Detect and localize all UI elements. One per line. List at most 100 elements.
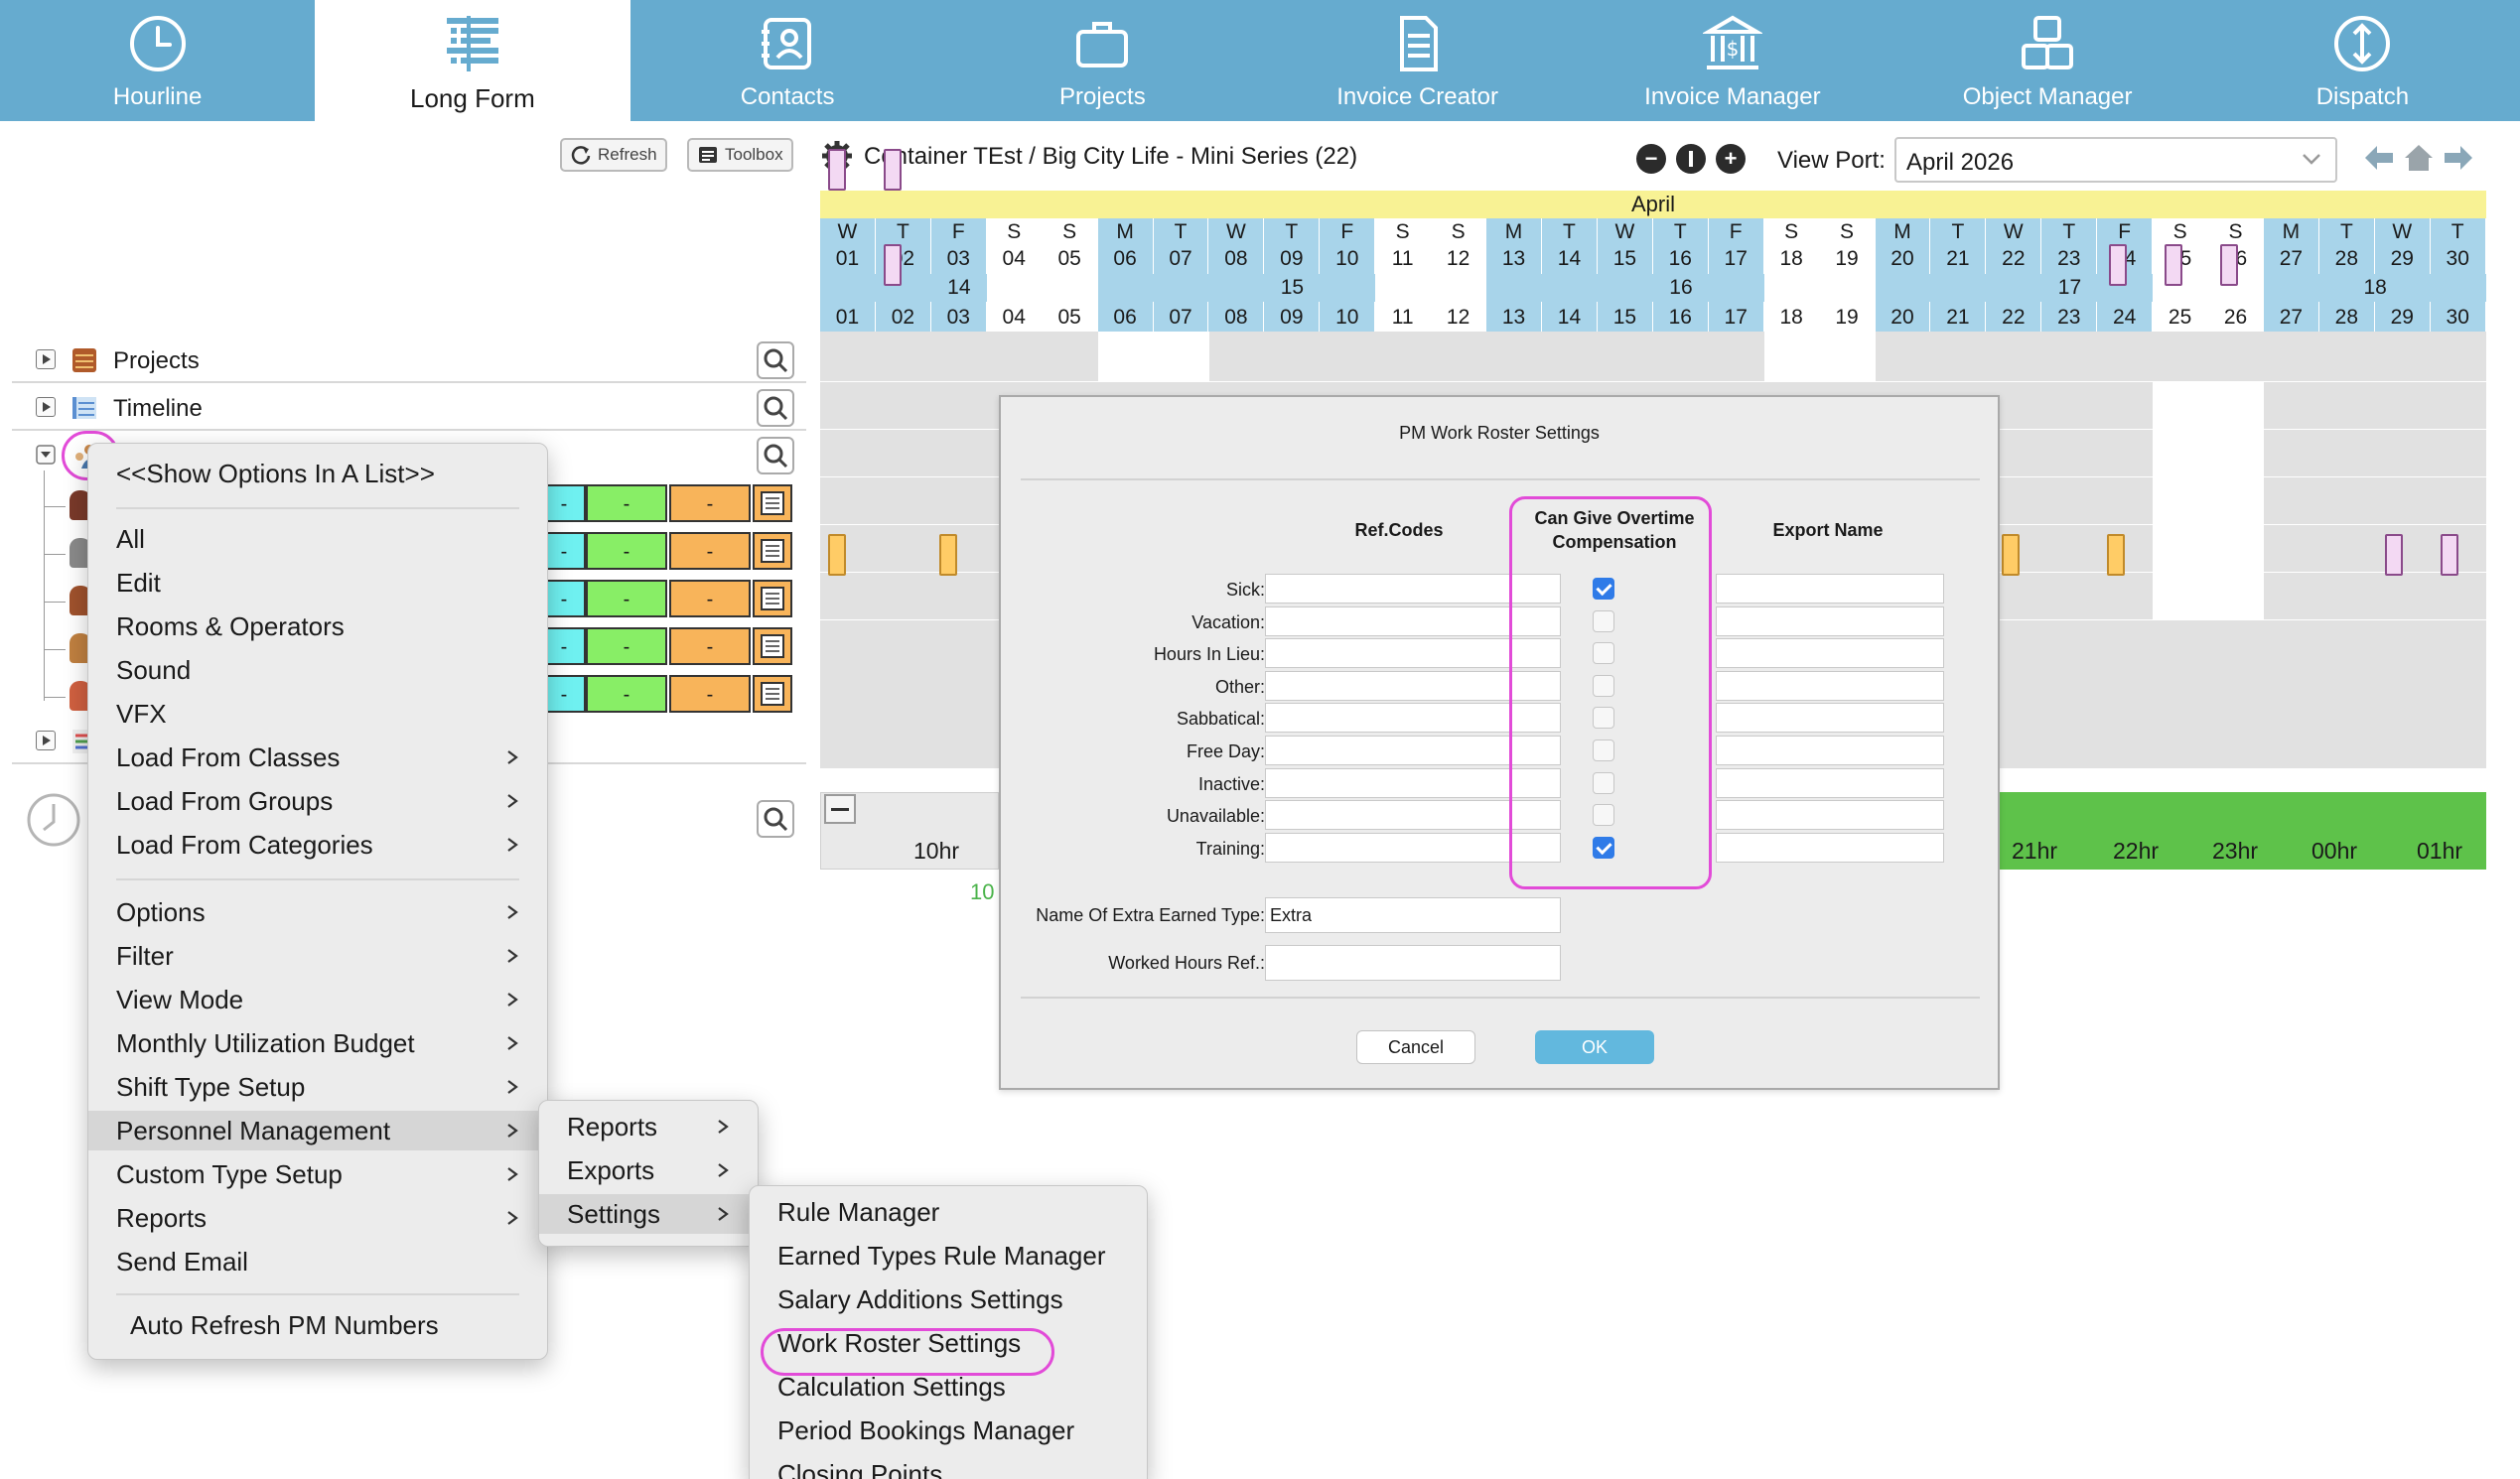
overtime-checkbox[interactable]	[1593, 707, 1614, 730]
menu-item-filter[interactable]: Filter	[88, 936, 547, 976]
personnel-cell[interactable]: -	[586, 532, 667, 570]
personnel-cell[interactable]: -	[542, 532, 586, 570]
personnel-cell[interactable]: -	[542, 627, 586, 665]
worked-hours-ref-input[interactable]	[1265, 945, 1561, 981]
menu-item-work-roster-settings[interactable]: Work Roster Settings	[750, 1323, 1147, 1363]
cancel-button[interactable]: Cancel	[1356, 1030, 1475, 1064]
overtime-checkbox[interactable]	[1593, 674, 1614, 697]
menu-item-closing-points[interactable]: Closing Points	[750, 1454, 1147, 1479]
menu-item-period-bookings-manager[interactable]: Period Bookings Manager	[750, 1411, 1147, 1450]
menu-item-shift-type-setup[interactable]: Shift Type Setup	[88, 1067, 547, 1107]
ref-code-input[interactable]	[1265, 703, 1561, 734]
menu-item-show-options[interactable]: <<Show Options In A List>>	[88, 454, 547, 493]
search-button[interactable]	[757, 800, 794, 838]
booking-marker[interactable]	[828, 534, 846, 576]
booking-marker[interactable]	[2107, 534, 2125, 576]
expand-toggle[interactable]	[36, 349, 56, 369]
menu-item-salary-additions-settings[interactable]: Salary Additions Settings	[750, 1279, 1147, 1319]
notes-icon[interactable]	[753, 675, 792, 713]
overtime-checkbox[interactable]	[1593, 609, 1614, 632]
collapse-toggle-icon[interactable]	[36, 445, 56, 465]
menu-item-sound[interactable]: Sound	[88, 650, 547, 690]
ref-code-input[interactable]	[1265, 670, 1561, 701]
menu-item-auto-refresh[interactable]: Auto Refresh PM Numbers	[88, 1305, 547, 1345]
ref-code-input[interactable]	[1265, 767, 1561, 798]
booking-marker[interactable]	[2109, 244, 2127, 286]
menu-item-settings[interactable]: Settings	[539, 1194, 758, 1234]
tab-invoice-creator[interactable]: Invoice Creator	[1260, 0, 1575, 121]
ref-code-input[interactable]	[1265, 832, 1561, 863]
menu-item-monthly-utilization-budget[interactable]: Monthly Utilization Budget	[88, 1023, 547, 1063]
booking-marker[interactable]	[2165, 244, 2182, 286]
notes-icon[interactable]	[753, 532, 792, 570]
menu-item-reports[interactable]: Reports	[88, 1198, 547, 1238]
menu-item-vfx[interactable]: VFX	[88, 694, 547, 734]
menu-item-load-from-classes[interactable]: Load From Classes	[88, 738, 547, 777]
zoom-out-button[interactable]: −	[1636, 144, 1666, 174]
export-name-input[interactable]	[1716, 767, 1944, 798]
ref-code-input[interactable]	[1265, 638, 1561, 669]
tab-contacts[interactable]: Contacts	[630, 0, 945, 121]
tab-hourline[interactable]: Hourline	[0, 0, 315, 121]
overtime-checkbox[interactable]	[1593, 771, 1614, 794]
overtime-checkbox[interactable]	[1593, 578, 1614, 600]
ok-button[interactable]: OK	[1535, 1030, 1654, 1064]
export-name-input[interactable]	[1716, 605, 1944, 636]
booking-marker[interactable]	[2002, 534, 2020, 576]
export-name-input[interactable]	[1716, 832, 1944, 863]
clock-icon[interactable]	[26, 792, 81, 848]
booking-marker[interactable]	[2220, 244, 2238, 286]
personnel-cell[interactable]: -	[669, 675, 751, 713]
booking-marker[interactable]	[2441, 534, 2458, 576]
notes-icon[interactable]	[753, 627, 792, 665]
overtime-checkbox[interactable]	[1593, 642, 1614, 665]
refresh-button[interactable]: Refresh	[560, 138, 667, 172]
booking-marker[interactable]	[884, 149, 902, 191]
menu-item-all[interactable]: All	[88, 519, 547, 559]
booking-marker[interactable]	[2385, 534, 2403, 576]
expand-toggle[interactable]	[36, 397, 56, 417]
ref-code-input[interactable]	[1265, 574, 1561, 604]
personnel-cell[interactable]: -	[586, 484, 667, 522]
personnel-cell[interactable]: -	[669, 484, 751, 522]
export-name-input[interactable]	[1716, 800, 1944, 831]
ref-code-input[interactable]	[1265, 736, 1561, 765]
zoom-in-button[interactable]: +	[1716, 144, 1746, 174]
menu-item-send-email[interactable]: Send Email	[88, 1242, 547, 1281]
arrow-right-icon[interactable]	[2441, 141, 2476, 175]
personnel-cell[interactable]: -	[586, 580, 667, 617]
notes-icon[interactable]	[753, 580, 792, 617]
tree-row-timeline[interactable]: Timeline	[12, 383, 806, 431]
personnel-cell[interactable]: -	[669, 627, 751, 665]
ref-code-input[interactable]	[1265, 605, 1561, 636]
menu-item-load-from-groups[interactable]: Load From Groups	[88, 781, 547, 821]
booking-marker[interactable]	[884, 244, 902, 286]
overtime-checkbox[interactable]	[1593, 804, 1614, 827]
notes-icon[interactable]	[753, 484, 792, 522]
menu-item-rule-manager[interactable]: Rule Manager	[750, 1192, 1147, 1232]
search-button[interactable]	[757, 437, 794, 474]
menu-item-load-from-categories[interactable]: Load From Categories	[88, 825, 547, 865]
menu-item-rooms-operators[interactable]: Rooms & Operators	[88, 606, 547, 646]
overtime-checkbox[interactable]	[1593, 836, 1614, 859]
toolbox-button[interactable]: Toolbox	[687, 138, 793, 172]
booking-marker[interactable]	[828, 149, 846, 191]
menu-item-view-mode[interactable]: View Mode	[88, 980, 547, 1019]
viewport-select[interactable]: April 2026	[1894, 137, 2337, 183]
booking-marker[interactable]	[939, 534, 957, 576]
menu-item-custom-type-setup[interactable]: Custom Type Setup	[88, 1154, 547, 1194]
personnel-cell[interactable]: -	[669, 532, 751, 570]
menu-item-reports[interactable]: Reports	[539, 1107, 758, 1146]
tree-row-projects[interactable]: Projects	[12, 336, 806, 383]
menu-item-options[interactable]: Options	[88, 892, 547, 932]
menu-item-calculation-settings[interactable]: Calculation Settings	[750, 1367, 1147, 1407]
personnel-cell[interactable]: -	[669, 580, 751, 617]
personnel-cell[interactable]: -	[586, 627, 667, 665]
personnel-cell[interactable]: -	[542, 484, 586, 522]
export-name-input[interactable]	[1716, 670, 1944, 701]
arrow-left-icon[interactable]	[2361, 141, 2397, 175]
tab-projects[interactable]: Projects	[945, 0, 1260, 121]
personnel-cell[interactable]: -	[542, 580, 586, 617]
ref-code-input[interactable]	[1265, 800, 1561, 831]
menu-item-personnel-management[interactable]: Personnel Management	[88, 1111, 547, 1150]
